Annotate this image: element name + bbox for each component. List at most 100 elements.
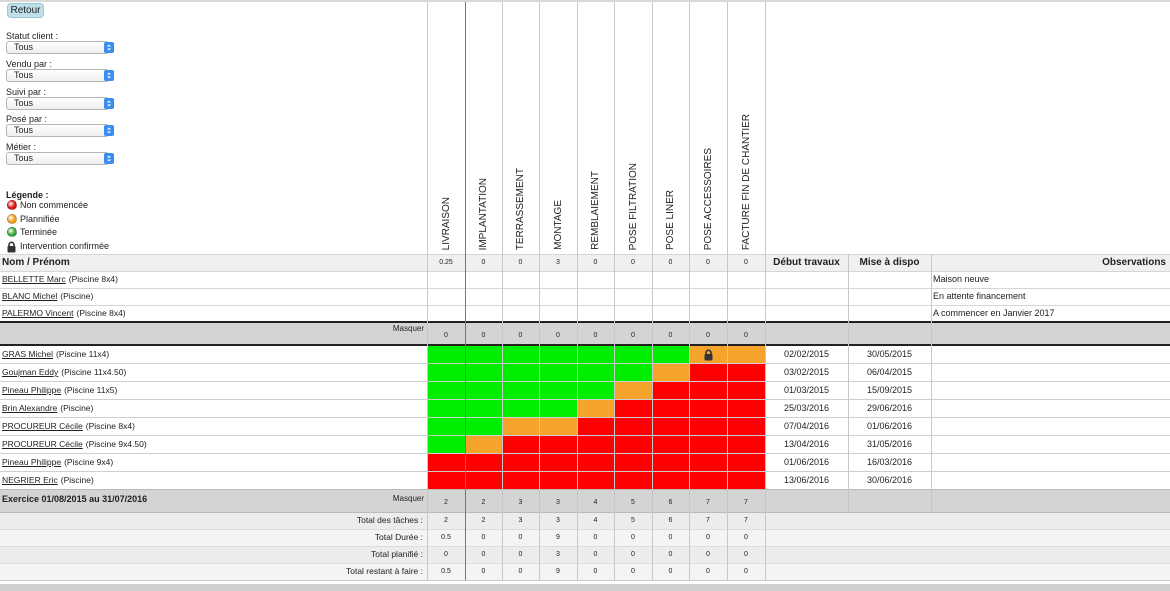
client-detail: (Piscine 9x4.50) (85, 439, 147, 449)
task-header: MONTAGE (539, 2, 577, 250)
name-header: Nom / Prénom (2, 257, 70, 268)
status-cell (727, 453, 765, 471)
client-detail: (Piscine) (60, 403, 94, 413)
status-cell (727, 345, 765, 363)
status-cell (614, 417, 652, 435)
column-line (652, 2, 653, 580)
status-cell (652, 399, 689, 417)
client-name-cell: GRAS Michel (Piscine 11x4) (2, 345, 422, 363)
total-value: 0 (668, 551, 673, 558)
row-line (0, 580, 1170, 581)
client-link[interactable]: PROCUREUR Cécile (2, 421, 83, 431)
status-cell (502, 345, 539, 363)
observation: A commencer en Janvier 2017 (933, 308, 1055, 318)
status-cell (614, 471, 652, 489)
total-value: 5 (631, 517, 635, 524)
period-label: Exercice 01/08/2015 au 31/07/2016 (2, 494, 148, 504)
task-header: POSE ACCESSOIRES (689, 2, 727, 250)
dispo-date: 29/06/2016 (866, 403, 913, 413)
status-cell (427, 381, 465, 399)
total-value: 3 (556, 517, 560, 524)
total-value: 3 (556, 551, 560, 558)
filter-select[interactable]: Tous (6, 124, 114, 138)
filter-select[interactable]: Tous (6, 152, 114, 166)
client-link[interactable]: Goujman Eddy (2, 367, 59, 377)
total-value: 7 (744, 517, 748, 524)
hidden-value: 0 (593, 332, 598, 339)
row-line (0, 321, 1170, 323)
task-header-label: REMBLAIEMENT (590, 171, 601, 250)
client-link[interactable]: BLANC Michel (2, 291, 58, 301)
status-cell (465, 453, 502, 471)
client-link[interactable]: NEGRIER Eric (2, 475, 58, 485)
row-line (0, 305, 1170, 306)
client-link[interactable]: Brin Alexandre (2, 403, 58, 413)
filter-select[interactable]: Tous (6, 41, 114, 54)
column-line (931, 254, 932, 512)
total-value: 4 (593, 517, 598, 524)
status-cell (465, 399, 502, 417)
total-value: 0 (481, 534, 486, 541)
total-value: 0 (518, 551, 523, 558)
row-line (0, 288, 1170, 289)
filter-select[interactable]: Tous (6, 96, 114, 110)
status-cell (689, 399, 727, 417)
total-value: 0 (744, 534, 748, 541)
client-name-cell: Goujman Eddy (Piscine 11x4.50) (2, 363, 422, 381)
status-cell (465, 435, 502, 453)
status-cell (502, 435, 539, 453)
total-value: 0 (593, 568, 598, 575)
row-line (0, 529, 1170, 530)
hidden-value: 0 (556, 332, 560, 339)
filter-select[interactable]: Tous (6, 68, 114, 82)
column-line (577, 2, 578, 580)
client-link[interactable]: PALERMO Vincent (2, 308, 74, 318)
hidden-row-bg (0, 322, 1170, 345)
back-button[interactable]: Retour (7, 3, 44, 18)
client-link[interactable]: Pineau Philippe (2, 385, 62, 395)
status-cell (539, 345, 577, 363)
total-label: Total Durée : (374, 532, 423, 542)
legend-label: Non commencée (20, 200, 89, 210)
total-row-bg (0, 529, 1170, 546)
status-cell (502, 453, 539, 471)
start-date: 01/03/2015 (783, 385, 830, 395)
client-link[interactable]: PROCUREUR Cécile (2, 439, 83, 449)
filter-label: Vendu par : (6, 58, 53, 69)
client-link[interactable]: BELLETTE Marc (2, 274, 66, 284)
hidden-value: 0 (744, 332, 748, 339)
row-line (0, 344, 1170, 346)
status-cell (652, 381, 689, 399)
client-name-cell: Brin Alexandre (Piscine) (2, 399, 422, 417)
row-line (0, 417, 1170, 418)
client-name-cell: PROCUREUR Cécile (Piscine 8x4) (2, 417, 422, 435)
total-value: 2 (481, 517, 486, 524)
status-cell (465, 363, 502, 381)
legend-title: Légende : (6, 190, 49, 200)
status-cell (652, 435, 689, 453)
status-cell (727, 399, 765, 417)
status-cell (689, 417, 727, 435)
total-value: 0 (518, 534, 523, 541)
dispo-header: Mise à dispo (859, 257, 920, 268)
row-line (0, 254, 1170, 255)
client-detail: (Piscine 11x4) (56, 349, 110, 359)
total-value: 0 (668, 568, 673, 575)
task-header-label: IMPLANTATION (478, 177, 489, 250)
client-detail: (Piscine 11x5) (64, 385, 118, 395)
hide-label[interactable]: Masquer (392, 324, 424, 333)
legend-label: Terminée (20, 227, 58, 237)
header-value: 0.25 (439, 259, 453, 266)
client-name-cell: PALERMO Vincent (Piscine 8x4) (2, 305, 422, 322)
status-cell (577, 471, 614, 489)
dispo-date: 30/06/2016 (866, 475, 913, 485)
period-value: 5 (631, 499, 635, 506)
client-link[interactable]: Pineau Philippe (2, 457, 62, 467)
column-line (465, 2, 466, 580)
hide-label[interactable]: Masquer (392, 494, 424, 503)
total-value: 0.5 (441, 568, 451, 575)
task-header: TERRASSEMENT (502, 2, 539, 250)
select-arrow (104, 42, 114, 53)
filter-label: Suivi par : (6, 86, 47, 97)
client-link[interactable]: GRAS Michel (2, 349, 54, 359)
